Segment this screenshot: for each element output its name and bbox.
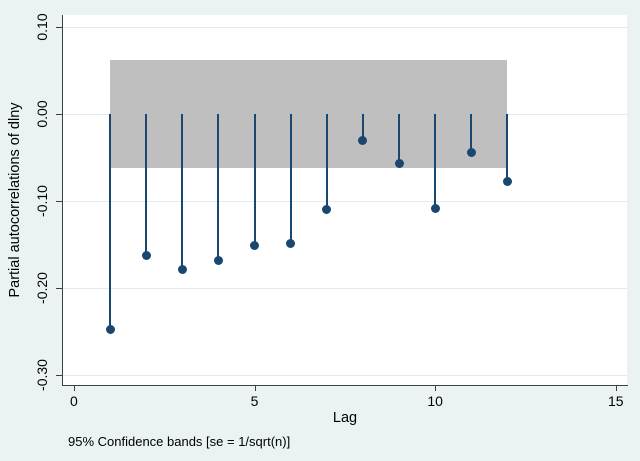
stem-lag-2 [145,114,148,256]
gridline-y--0.20 [62,288,627,289]
stem-lag-3 [181,114,184,270]
point-lag-4 [213,255,223,265]
confidence-note: 95% Confidence bands [se = 1/sqrt(n)] [68,434,291,449]
y-tick-label--0.10: -0.10 [34,185,50,217]
y-tick--0.10 [56,201,62,202]
stem-lag-6 [289,114,292,244]
x-tick-label-5: 5 [250,393,259,409]
y-tick-label--0.30: -0.30 [34,359,50,391]
y-tick-label--0.20: -0.20 [34,272,50,304]
point-lag-12 [502,177,512,187]
x-tick-label-10: 10 [427,393,443,409]
x-tick-0 [73,386,75,391]
gridline-y--0.30 [62,375,627,376]
x-tick-15 [615,386,617,391]
x-tick-5 [254,386,256,391]
stem-lag-8 [361,114,364,141]
point-lag-7 [322,205,332,215]
confidence-band [110,60,508,168]
point-lag-2 [141,251,151,261]
stem-lag-7 [325,114,328,210]
x-tick-label-0: 0 [69,393,78,409]
x-tick-10 [435,386,437,391]
y-tick--0.20 [56,288,62,289]
y-tick-label-0.10: 0.10 [34,13,50,41]
y-axis-title: Partial autocorrelations of dlny [7,102,23,298]
point-lag-5 [250,240,259,250]
y-tick--0.30 [56,375,62,376]
stem-lag-11 [470,114,473,153]
x-axis-line [62,385,628,386]
y-tick-0.00 [56,114,62,116]
stem-lag-1 [109,114,111,330]
stem-lag-10 [434,114,437,208]
point-lag-6 [286,239,296,249]
stem-lag-9 [398,114,400,164]
point-lag-1 [105,325,115,335]
x-tick-label-15: 15 [608,393,624,409]
point-lag-3 [177,265,187,275]
point-lag-9 [394,159,404,169]
y-axis-line [62,15,63,386]
point-lag-11 [466,147,476,157]
stem-lag-5 [253,114,256,246]
gridline-y--0.10 [62,201,627,202]
point-lag-10 [430,203,440,213]
point-lag-8 [358,135,368,145]
x-axis-title: Lag [332,410,358,426]
y-tick-label-0.00: 0.00 [34,100,50,128]
plot-area [62,15,627,385]
stem-lag-4 [217,114,220,261]
gridline-y-0.10 [62,27,627,29]
stem-lag-12 [506,114,509,182]
y-tick-0.10 [56,27,62,29]
